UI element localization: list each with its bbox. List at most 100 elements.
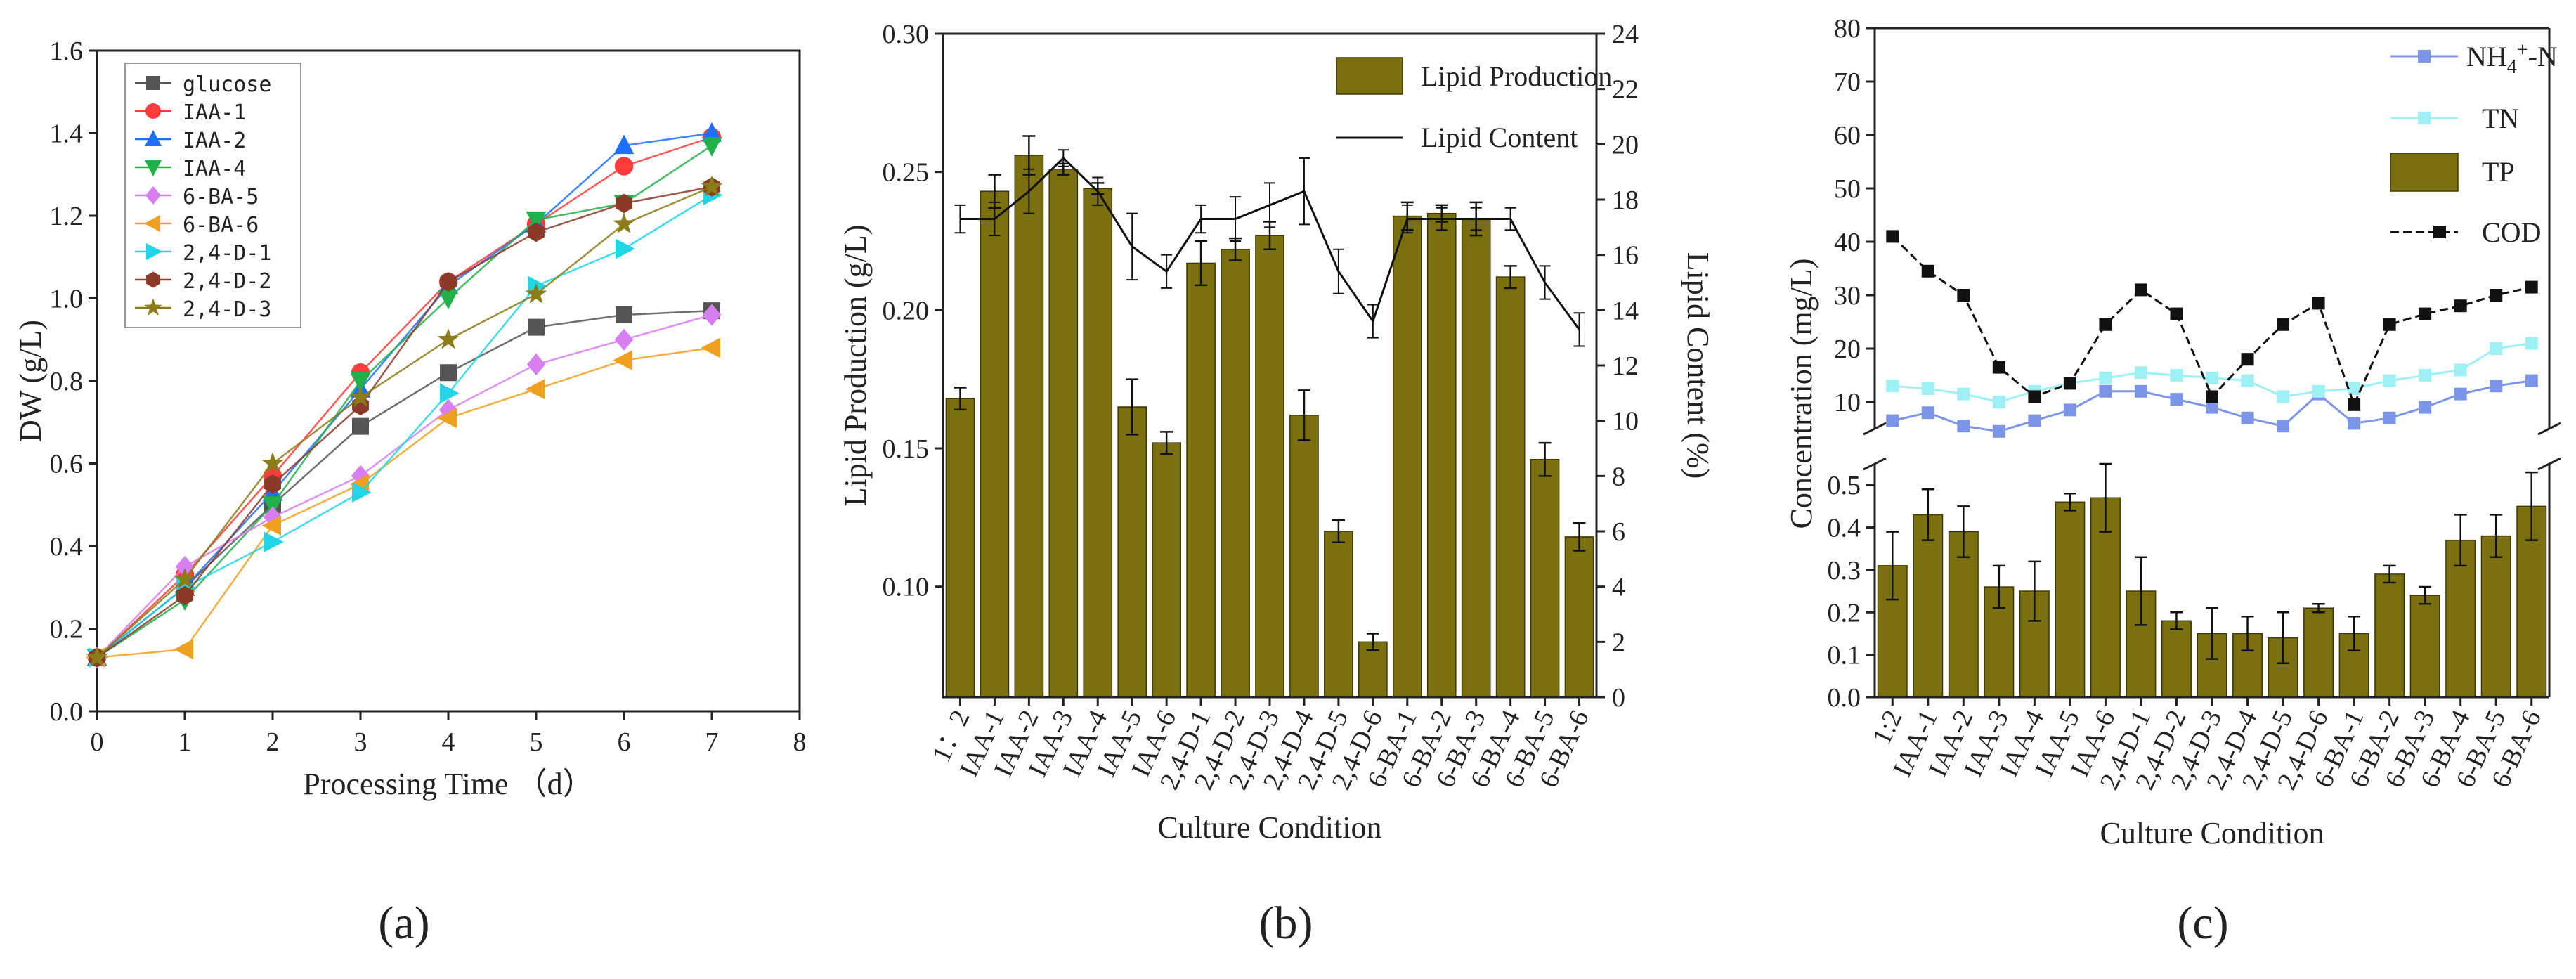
data-point-TN	[2419, 369, 2432, 382]
data-point-COD	[2454, 299, 2467, 313]
data-point-6-BA-6	[613, 350, 632, 371]
y-tick-label: 0.4	[1828, 514, 1861, 543]
data-point-NH4+-N	[1957, 420, 1970, 433]
data-point-COD	[2348, 398, 2361, 411]
y2-tick-label: 4	[1612, 573, 1625, 602]
bar-lipid-production	[1186, 262, 1216, 698]
bar-lipid-production	[1392, 215, 1422, 698]
bar-lipid-production	[1048, 168, 1079, 698]
legend-marker-6-BA-5	[145, 186, 161, 205]
x-tick-label: 6	[618, 727, 631, 757]
x-tick-label: 7	[705, 727, 719, 757]
data-point-2,4-D-1	[264, 531, 284, 552]
data-point-NH4+-N	[2348, 417, 2361, 430]
panel-b-lipid-chart: 0.100.150.200.250.3002468101214161820222…	[838, 20, 1715, 845]
series-2,4-D-3	[86, 175, 723, 667]
data-point-NH4+-N	[2277, 420, 2290, 433]
bar-tp	[2409, 595, 2440, 698]
bar-lipid-production	[1289, 415, 1319, 698]
legend-marker-6-BA-6	[144, 215, 160, 232]
data-point-NH4+-N	[2454, 387, 2467, 401]
axis-break-mark	[1863, 457, 1887, 471]
legend-marker-2,4-D-3	[144, 298, 162, 316]
data-point-2,4-D-1	[440, 383, 460, 404]
data-point-COD	[2206, 390, 2218, 403]
data-point-2,4-D-3	[525, 283, 547, 304]
data-point-TN	[1921, 382, 1934, 395]
y-tick-label: 50	[1834, 174, 1861, 204]
data-point-NH4+-N	[2419, 401, 2432, 414]
bar-tp	[2055, 501, 2086, 698]
panel-c-concentration-chart: 10203040506070800.00.10.20.30.40.51:2IAA…	[1784, 14, 2561, 850]
data-point-TN	[2241, 374, 2254, 387]
data-point-TN	[1886, 380, 1899, 393]
legend-marker-tn	[2418, 112, 2431, 124]
bar-lipid-production	[1221, 249, 1250, 698]
bar-lipid-production	[1495, 276, 1526, 698]
y-tick-label: 10	[1834, 388, 1861, 417]
y-tick-label: 70	[1834, 67, 1861, 97]
data-point-TN	[1957, 387, 1970, 401]
data-point-glucose	[440, 364, 457, 382]
data-point-2,4-D-3	[437, 328, 460, 349]
bar-lipid-production	[1426, 212, 1457, 698]
legend-label-IAA-4: IAA-4	[183, 157, 246, 181]
y-tick-label: 0.20	[883, 296, 930, 325]
bar-tp	[2480, 535, 2511, 698]
series-line-IAA-2	[96, 132, 713, 659]
y2-axis-label: Lipid Content (%)	[1681, 252, 1715, 479]
data-point-2,4-D-2	[528, 222, 545, 242]
bar-lipid-production	[1014, 155, 1044, 698]
data-point-2,4-D-3	[613, 212, 635, 233]
y2-tick-label: 0	[1612, 683, 1625, 713]
data-point-COD	[2525, 280, 2538, 294]
y2-tick-label: 22	[1612, 75, 1639, 105]
data-point-NH4+-N	[2241, 411, 2254, 424]
legend-label-IAA-2: IAA-2	[183, 129, 246, 153]
data-point-NH4+-N	[2028, 414, 2041, 427]
legend-label-nh4-n: NH4+-N	[2466, 39, 2558, 78]
panel-a-dw-growth-chart: 0 1 2 3 4 5 6 7 8 0.0 0.2 0.4 0.6 0.8 1.0 1.2 1.4 1.6 Proc…	[13, 37, 807, 801]
data-point-TN	[2277, 390, 2290, 403]
data-point-6-BA-6	[437, 408, 457, 429]
axis-break-mark	[2537, 422, 2561, 436]
y2-tick-label: 10	[1612, 407, 1639, 436]
data-point-TN	[2348, 382, 2361, 395]
bar-lipid-production	[1530, 458, 1560, 698]
caption-c: (c)	[2177, 897, 2228, 949]
legend-label-2,4-D-1: 2,4-D-1	[183, 241, 271, 266]
series-line-2,4-D-1	[96, 194, 713, 659]
data-point-NH4+-N	[1886, 414, 1899, 427]
bar-tp	[2161, 620, 2192, 698]
data-point-NH4+-N	[2063, 403, 2076, 417]
data-point-TN	[2454, 363, 2467, 377]
data-point-COD	[2383, 318, 2396, 331]
data-point-2,4-D-3	[174, 567, 196, 589]
x-axis-label: Culture Condition	[2100, 816, 2324, 850]
data-point-COD	[2419, 307, 2432, 320]
data-point-NH4+-N	[2170, 393, 2183, 406]
bar-tp	[1913, 514, 1944, 698]
bar-tp	[1948, 531, 1979, 698]
legend-swatch-lipid-production	[1336, 57, 1403, 95]
legend-marker-2,4-D-2	[146, 271, 160, 288]
data-point-2,4-D-1	[352, 482, 372, 503]
y-tick-label: 0.25	[883, 158, 930, 188]
y-tick-label: 80	[1834, 14, 1861, 44]
y-axis-label: Lipid Production (g/L)	[838, 225, 873, 507]
legend-label-6-BA-6: 6-BA-6	[183, 213, 259, 238]
legend-marker-glucose	[146, 76, 160, 90]
data-point-TN	[2099, 371, 2112, 384]
series-line-6-BA-5	[96, 313, 713, 659]
bar-lipid-production	[980, 190, 1010, 698]
bar-lipid-production	[1152, 442, 1181, 698]
data-point-TN	[1992, 396, 2005, 408]
data-point-COD	[2134, 283, 2147, 297]
y-tick-label: 0.1	[1828, 641, 1861, 670]
legend-label-6-BA-5: 6-BA-5	[183, 185, 259, 209]
series-line-IAA-4	[96, 145, 713, 659]
data-point-TN	[2525, 337, 2538, 350]
y2-tick-label: 14	[1612, 296, 1639, 325]
data-point-IAA-4	[701, 137, 722, 157]
series-line-glucose	[96, 309, 713, 659]
